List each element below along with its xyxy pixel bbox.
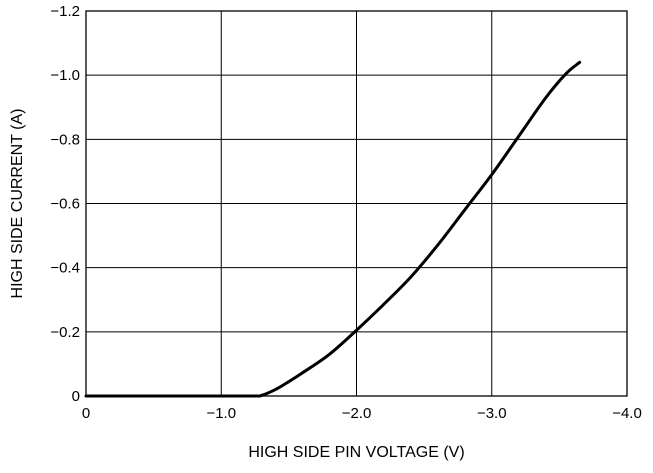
y-tick-label: −0.6 <box>50 196 80 213</box>
plot-frame <box>85 10 628 397</box>
x-tick-label: −4.0 <box>612 405 642 422</box>
y-tick-label: −1.2 <box>50 3 80 20</box>
y-tick-label: −1.0 <box>50 67 80 84</box>
gridlines <box>85 10 628 397</box>
y-tick-label: 0 <box>72 388 80 405</box>
x-tick-label: −1.0 <box>206 405 236 422</box>
x-tick-label: −3.0 <box>477 405 507 422</box>
y-tick-label: −0.4 <box>50 260 80 277</box>
y-axis-title: HIGH SIDE CURRENT (A) <box>9 109 26 299</box>
x-tick-label: 0 <box>82 405 90 422</box>
y-tick-labels: 0 −0.2 −0.4 −0.6 −0.8 −1.0 −1.2 <box>50 3 80 405</box>
series-line <box>84 60 582 398</box>
x-tick-labels: 0 −1.0 −2.0 −3.0 −4.0 <box>82 405 642 422</box>
y-tick-label: −0.8 <box>50 131 80 148</box>
x-tick-label: −2.0 <box>342 405 372 422</box>
x-axis-title: HIGH SIDE PIN VOLTAGE (V) <box>248 444 464 461</box>
series-layer <box>84 60 582 398</box>
y-tick-label: −0.2 <box>50 324 80 341</box>
